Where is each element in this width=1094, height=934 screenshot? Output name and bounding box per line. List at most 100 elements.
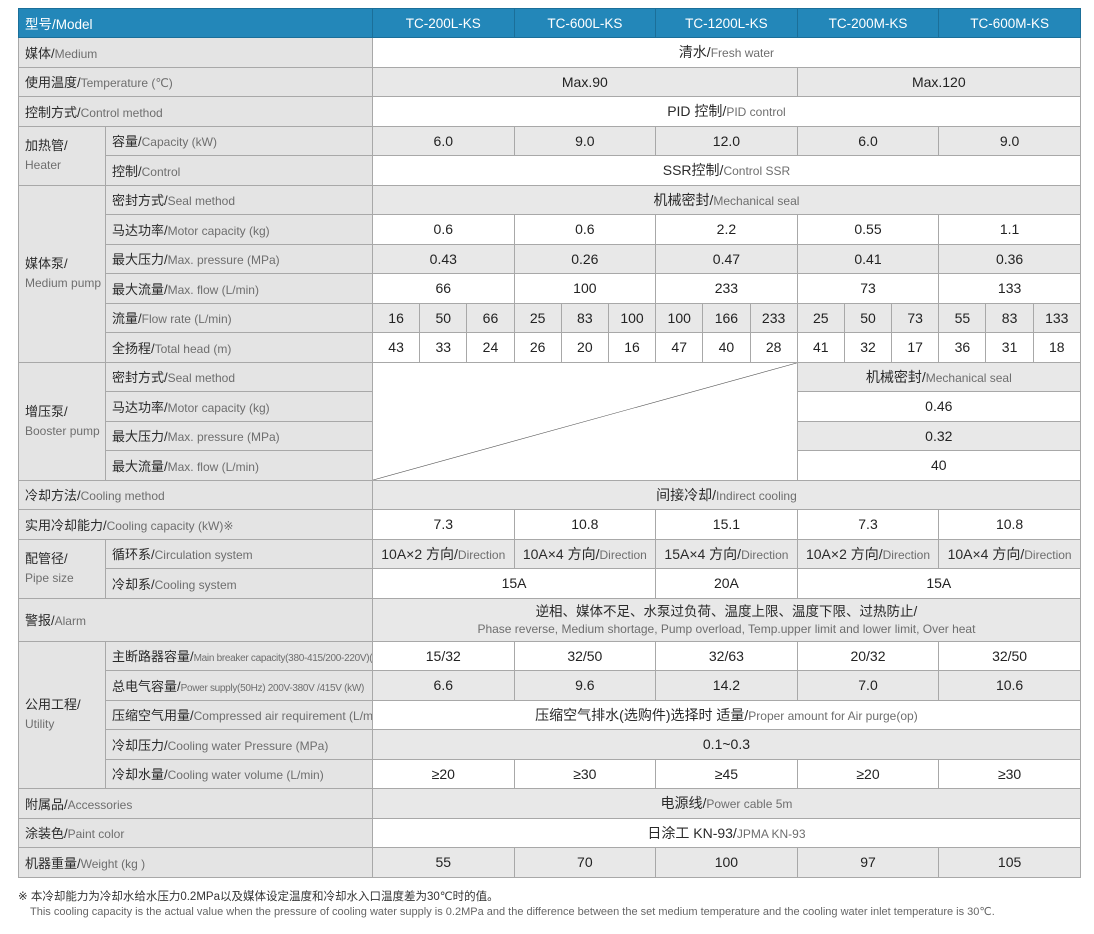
value-zh: SSR控制/ <box>662 162 724 179</box>
value-cell: 0.6 <box>513 214 657 245</box>
value-cell: 40 <box>702 332 751 363</box>
alarm-en: Phase reverse, Medium shortage, Pump ove… <box>477 621 976 636</box>
row-label-zh: 马达功率/ <box>112 399 168 415</box>
row-label-en: Cooling system <box>154 577 237 592</box>
value-cell: 24 <box>466 332 515 363</box>
row-label-zh: 冷却水量/ <box>112 767 168 783</box>
row-label-zh: 媒体/ <box>25 45 55 61</box>
value-en: Direction <box>741 547 789 562</box>
row-label-en: Weight (kg ) <box>80 856 146 871</box>
value-cell: 50 <box>419 302 468 333</box>
spec-row: 最大压力/Max. pressure (MPa) 0.32 <box>19 420 1081 451</box>
value-en: Mechanical seal <box>713 193 800 208</box>
value-cell: 10.6 <box>938 670 1081 701</box>
value-cell: PID 控制/PID control <box>372 96 1081 127</box>
group-label-en: Heater <box>25 158 62 172</box>
value-cell: 10A×2 方向/Direction <box>796 538 940 569</box>
row-label-en: Total head (m) <box>154 341 232 356</box>
value-cell: ≥45 <box>655 758 798 789</box>
value-cell: 28 <box>749 332 798 363</box>
value-zh: 10A×2 方向/ <box>381 545 458 562</box>
value-cell: 10A×4 方向/Direction <box>938 538 1081 569</box>
row-label: 循环系/Circulation system <box>105 538 373 569</box>
model-header-tc-600m-ks: TC-600M-KS <box>938 8 1081 38</box>
group-label-en: Medium pump <box>25 276 102 290</box>
spec-row: 冷却系/Cooling system 15A 20A 15A <box>19 568 1081 599</box>
diagonal-line <box>373 363 797 480</box>
spec-row: 实用冷却能力/Cooling capacity (kW)※ 7.3 10.8 15.1… <box>18 509 1081 540</box>
value-cell: 26 <box>513 332 562 363</box>
value-cell: 6.6 <box>372 670 515 701</box>
value-en: Direction <box>599 547 647 562</box>
group-label-zh: 公用工程/ <box>25 697 81 713</box>
spec-row: 冷却方法/Cooling method 间接冷却/Indirect cooling <box>18 479 1081 510</box>
row-label: 流量/Flow rate (L/min) <box>105 302 373 333</box>
value-cell: 55 <box>938 302 987 333</box>
spec-row: 加热管/Heater 容量/Capacity (kW) 6.0 9.0 12.0 6.0 9… <box>18 125 1081 186</box>
row-label-en: Paint color <box>67 827 125 842</box>
value-cell: 1.1 <box>938 214 1081 245</box>
row-label-en: Medium <box>54 46 98 61</box>
footnote-en: This cooling capacity is the actual valu… <box>30 906 995 918</box>
value-cell: 100 <box>655 847 798 878</box>
value-cell: 0.1~0.3 <box>372 729 1081 760</box>
row-label-en: Cooling capacity (kW)※ <box>106 518 234 533</box>
row-label: 控制方式/Control method <box>18 96 373 127</box>
value-en: Fresh water <box>710 46 775 61</box>
value-en: Direction <box>1024 547 1072 562</box>
booster-not-applicable-cell <box>372 361 798 481</box>
value-zh: 10A×4 方向/ <box>947 545 1025 562</box>
value-cell: 9.6 <box>513 670 657 701</box>
spec-row: 总电气容量/Power supply(50Hz) 200V-380V /415V… <box>19 670 1081 701</box>
value-cell: 0.41 <box>796 243 940 274</box>
spec-row: 全扬程/Total head (m) 43 33 24 26 20 16 47 40 28 41 32… <box>19 332 1081 363</box>
value-cell: 0.32 <box>796 420 1081 451</box>
value-cell: 0.36 <box>938 243 1081 274</box>
value-cell: 18 <box>1032 332 1081 363</box>
value-cell: 10A×2 方向/Direction <box>372 538 515 569</box>
value-cell: 0.47 <box>655 243 798 274</box>
row-label-en: Compressed air requirement (L/min) <box>193 709 373 724</box>
value-cell: 12.0 <box>655 125 798 156</box>
group-label: 媒体泵/Medium pump <box>18 184 106 363</box>
value-cell: 100 <box>513 273 657 304</box>
row-label-en: Motor capacity (kg) <box>167 400 270 415</box>
value-cell: 40 <box>796 450 1081 481</box>
value-cell: ≥20 <box>796 758 940 789</box>
value-en: Proper amount for Air purge(op) <box>748 708 918 723</box>
row-label-en: Control method <box>80 105 163 120</box>
value-cell: 15.1 <box>655 509 798 540</box>
spec-row: 增压泵/Booster pump 密封方式/Seal method 机械密封/Mec… <box>18 361 1081 481</box>
spec-row: 最大流量/Max. flow (L/min) 40 <box>19 450 1081 481</box>
row-label-en: Seal method <box>167 194 236 209</box>
value-cell: 32 <box>843 332 893 363</box>
value-cell: ≥20 <box>372 758 515 789</box>
value-zh: PID 控制/ <box>667 103 727 120</box>
value-cell: Max.90 <box>372 66 798 97</box>
value-zh: 10A×4 方向/ <box>522 545 600 562</box>
value-cell: 70 <box>513 847 657 878</box>
value-en: PID control <box>726 105 786 120</box>
row-label: 密封方式/Seal method <box>105 361 373 392</box>
row-label: 机器重量/Weight (kg ) <box>18 847 373 878</box>
row-label-zh: 全扬程/ <box>112 340 155 356</box>
value-zh: 间接冷却/ <box>656 486 717 503</box>
value-cell: 15A <box>796 568 1081 599</box>
value-cell: 10.8 <box>513 509 657 540</box>
value-cell: 16 <box>371 302 421 333</box>
spec-row: 使用温度/Temperature (℃) Max.90 Max.120 <box>18 66 1081 97</box>
row-label: 全扬程/Total head (m) <box>105 332 373 363</box>
value-cell: 50 <box>843 302 893 333</box>
row-label: 容量/Capacity (kW) <box>105 125 373 156</box>
group-label: 增压泵/Booster pump <box>18 361 106 481</box>
row-label-zh: 循环系/ <box>112 547 155 563</box>
value-en: Direction <box>882 547 930 562</box>
model-header-label: 型号/Model <box>18 8 373 38</box>
row-label-zh: 总电气容量/ <box>112 678 181 694</box>
value-zh: 机械密封/ <box>653 191 714 208</box>
row-label-en: Max. pressure (MPa) <box>167 430 280 445</box>
row-label-zh: 最大流量/ <box>112 458 168 474</box>
row-label: 冷却压力/Cooling water Pressure (MPa) <box>105 729 373 760</box>
value-cell: 9.0 <box>938 125 1081 156</box>
value-cell: 清水/Fresh water <box>372 37 1081 68</box>
